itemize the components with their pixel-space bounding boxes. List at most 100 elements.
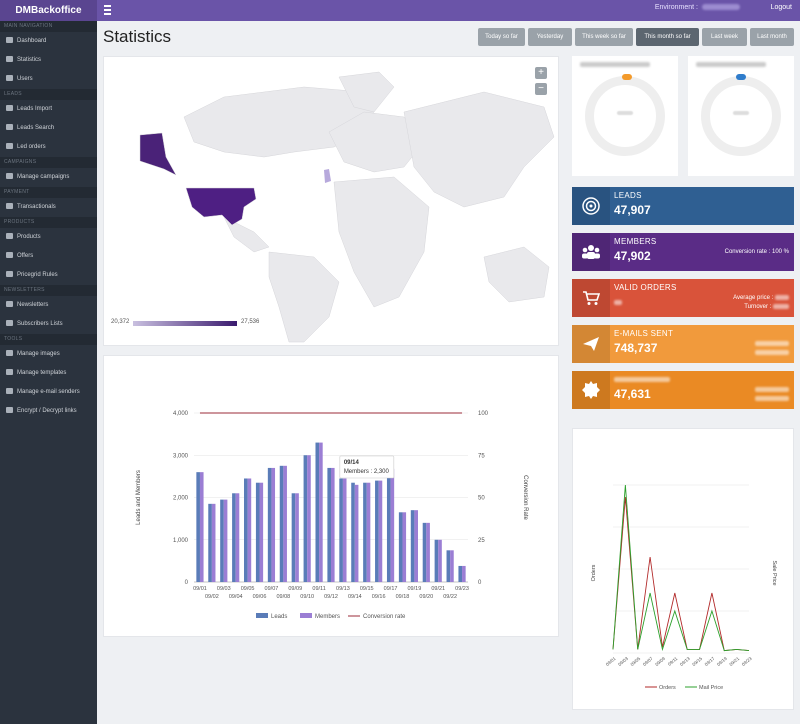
world-map[interactable]: [104, 57, 560, 347]
x-tick-label: 09/06: [253, 594, 267, 600]
menu-icon: [6, 173, 13, 179]
stat-orders: VALID ORDERS Average price : Turnover :: [572, 279, 794, 317]
bar-leads: [279, 465, 284, 582]
bar-members: [247, 478, 252, 582]
stat-fifth-label: [614, 375, 670, 384]
badge-icon: [572, 371, 610, 409]
sidebar-item-products[interactable]: Products: [0, 228, 97, 247]
bar-leads: [196, 472, 200, 582]
menu-icon: [6, 105, 13, 111]
stat-emails-value: 748,737: [614, 341, 658, 355]
sidebar-item-dashboard[interactable]: Dashboard: [0, 32, 97, 51]
x-tick-label: 09/19: [408, 586, 422, 592]
sidebar-item-label: Manage templates: [17, 370, 67, 376]
sidebar-item-manage-e-mail-senders[interactable]: Manage e-mail senders: [0, 383, 97, 402]
x-tick-label: 09/05: [241, 586, 255, 592]
bar-leads: [291, 493, 296, 582]
menu-icon: [6, 320, 13, 326]
bar-leads: [386, 468, 391, 582]
x-tick-label: 09/11: [667, 656, 679, 667]
date-button-yesterday[interactable]: Yesterday: [528, 28, 572, 46]
x-tick-label: 09/23: [741, 656, 753, 667]
bar-members: [295, 493, 299, 582]
y2-axis-title: Sale Price: [771, 560, 777, 585]
x-tick-label: 09/01: [605, 656, 617, 667]
legend-label: Members: [315, 614, 340, 620]
sidebar-item-leads-import[interactable]: Leads Import: [0, 100, 97, 119]
bar-members: [223, 499, 228, 582]
stat-fifth: 47,631: [572, 371, 794, 409]
map-australia: [483, 246, 550, 303]
sidebar-item-led-orders[interactable]: Led orders: [0, 138, 97, 157]
map-central-america: [223, 216, 270, 253]
date-button-last-week[interactable]: Last week: [702, 28, 747, 46]
map-color-scale: [133, 321, 237, 326]
sidebar-item-encrypt-decrypt-links[interactable]: Encrypt / Decrypt links: [0, 402, 97, 421]
gauge-1: [572, 56, 678, 176]
stat-fifth-side: [755, 386, 789, 404]
bar-members: [462, 565, 466, 582]
sidebar-item-users[interactable]: Users: [0, 70, 97, 89]
tooltip-value: Members : 2,300: [344, 469, 390, 475]
sidebar-item-label: Manage campaigns: [17, 174, 70, 180]
sidebar-item-statistics[interactable]: Statistics: [0, 51, 97, 70]
sidebar-item-subscribers-lists[interactable]: Subscribers Lists: [0, 315, 97, 334]
sidebar-item-transactionals[interactable]: Transactionals: [0, 198, 97, 217]
sidebar-section: Leads: [0, 89, 97, 100]
bar-members: [426, 522, 430, 582]
sidebar-item-newsletters[interactable]: Newsletters: [0, 296, 97, 315]
date-button-last-month[interactable]: Last month: [750, 28, 794, 46]
x-tick-label: 09/13: [336, 586, 350, 592]
date-button-today-so-far[interactable]: Today so far: [478, 28, 525, 46]
stat-emails-side: [755, 340, 789, 358]
bar-members: [402, 512, 407, 582]
menu-toggle-icon[interactable]: [104, 5, 114, 15]
bar-members: [271, 467, 276, 582]
series-line-orders: [612, 496, 750, 652]
sidebar-item-label: Leads Import: [17, 106, 53, 112]
sidebar-section: Payment: [0, 187, 97, 198]
top-bar: DMBackoffice Environment : Logout: [0, 0, 800, 21]
sidebar-item-leads-search[interactable]: Leads Search: [0, 119, 97, 138]
sidebar-item-manage-images[interactable]: Manage images: [0, 345, 97, 364]
logout-link[interactable]: Logout: [770, 4, 792, 11]
sidebar-section: Newsletters: [0, 285, 97, 296]
zoom-in-button[interactable]: +: [535, 67, 547, 79]
sidebar-item-manage-campaigns[interactable]: Manage campaigns: [0, 168, 97, 187]
y-tick-label: 0: [185, 580, 189, 586]
stat-orders-value: [614, 295, 622, 309]
y-axis-title: Leads and Members: [136, 470, 142, 525]
bar-members: [438, 539, 442, 582]
bar-leads: [363, 482, 367, 582]
map-usa: [185, 187, 257, 226]
bar-leads: [267, 467, 272, 582]
stat-leads-value: 47,907: [614, 203, 651, 217]
bar-members: [366, 482, 371, 582]
date-button-this-week-so-far[interactable]: This week so far: [575, 28, 633, 46]
x-tick-label: 09/05: [630, 656, 642, 667]
date-button-this-month-so-far[interactable]: This month so far: [636, 28, 699, 46]
menu-icon: [6, 369, 13, 375]
menu-icon: [6, 350, 13, 356]
x-tick-label: 09/08: [276, 594, 290, 600]
x-tick-label: 09/15: [691, 656, 703, 667]
sidebar-item-manage-templates[interactable]: Manage templates: [0, 364, 97, 383]
x-tick-label: 09/19: [716, 656, 728, 667]
users-icon: [572, 233, 610, 271]
stat-leads: LEADS 47,907: [572, 187, 794, 225]
environment-label: Environment :: [655, 4, 740, 11]
x-tick-label: 09/10: [300, 594, 314, 600]
sidebar-item-pricegrid-rules[interactable]: Pricegrid Rules: [0, 266, 97, 285]
x-tick-label: 09/01: [193, 586, 207, 592]
sidebar-item-label: Newsletters: [17, 302, 49, 308]
sidebar-item-offers[interactable]: Offers: [0, 247, 97, 266]
y-tick-label: 4,000: [173, 411, 189, 417]
bar-leads: [255, 482, 260, 582]
x-tick-label: 09/03: [617, 656, 629, 667]
target-icon: [572, 187, 610, 225]
bar-leads: [220, 499, 224, 582]
legend-label: Orders: [659, 685, 676, 691]
zoom-out-button[interactable]: −: [535, 83, 547, 95]
brand-logo[interactable]: DMBackoffice: [0, 0, 97, 21]
menu-icon: [6, 407, 13, 413]
